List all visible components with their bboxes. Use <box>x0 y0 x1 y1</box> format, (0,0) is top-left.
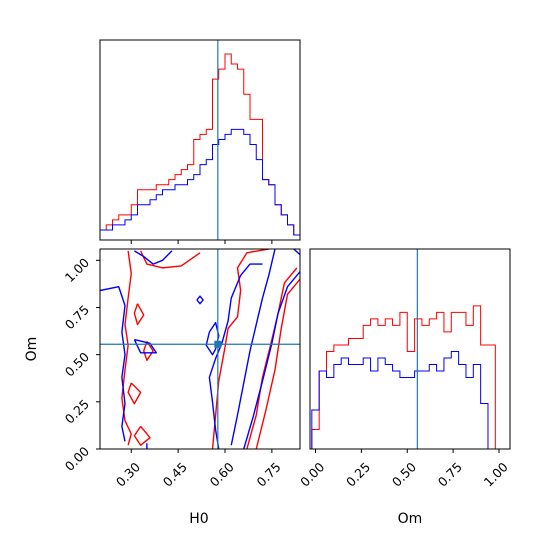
h0-x-tick-label-2: 0.60 <box>207 459 237 489</box>
om-x-tick-label-2: 0.50 <box>389 459 419 489</box>
contour-s0-c4 <box>211 249 269 449</box>
contour-s1-c4 <box>196 295 204 305</box>
contour-s0-c6 <box>255 278 300 449</box>
om-x-tick-label-4: 1.00 <box>481 459 511 489</box>
contour-s0-c2 <box>133 303 145 326</box>
om-x-tick-label-3: 0.75 <box>435 459 465 489</box>
contour-s1-c0 <box>100 286 126 442</box>
contour-s0-c0 <box>121 250 132 446</box>
h0-x-tick-label-1: 0.45 <box>160 459 190 489</box>
h0-hist-series-0 <box>100 53 300 240</box>
om-x-tick-label-0: 0.00 <box>297 459 327 489</box>
om-hist-series-0 <box>311 305 503 449</box>
contour-s1-c2 <box>133 338 157 354</box>
contour-s1-c1 <box>134 250 173 265</box>
h0-marginal-panel <box>99 39 301 244</box>
om-y-tick-label-1: 0.25 <box>62 396 92 426</box>
axis-labels: H0 Om Om <box>24 337 422 527</box>
contour-s0-c5 <box>246 267 298 449</box>
contour-s0-c1 <box>139 250 201 269</box>
contour-s0-c8 <box>133 425 151 446</box>
om-y-tick-label-4: 1.00 <box>62 255 92 285</box>
h0-x-tick-label-0: 0.30 <box>113 459 143 489</box>
contour-s1-c9 <box>293 249 300 256</box>
om-marginal-panel: 0.00 0.25 0.50 0.75 1.00 <box>297 248 511 490</box>
om-x-tick-label-1: 0.25 <box>343 459 373 489</box>
truth-marker <box>214 340 222 348</box>
om-hist-series-1 <box>311 350 503 449</box>
contour-s1-c8 <box>243 271 300 449</box>
x-axis-label-om: Om <box>398 511 423 527</box>
contour-series-group <box>100 249 300 449</box>
om-y-tick-label-0: 0.00 <box>62 443 92 473</box>
om-hist-series-group <box>311 249 503 449</box>
om-marginal-frame <box>309 248 511 450</box>
contour-s1-c7 <box>230 249 276 446</box>
h0-om-contour-panel: 0.30 0.45 0.60 0.75 0.00 0.25 0.50 0.75 1.00 <box>62 248 301 490</box>
y-axis-label-om: Om <box>24 337 40 362</box>
contour-s1-c5 <box>205 321 220 356</box>
x-axis-label-h0: H0 <box>189 511 208 527</box>
contour-s0-c7 <box>127 382 142 405</box>
om-y-tick-label-3: 0.75 <box>62 302 92 332</box>
h0-hist-series-1 <box>100 128 300 240</box>
contour-s1-c6 <box>208 263 263 449</box>
h0-x-tick-label-3: 0.75 <box>253 459 283 489</box>
contour-panel-frame <box>99 248 301 450</box>
om-y-tick-label-2: 0.50 <box>62 349 92 379</box>
h0-marginal-frame <box>99 39 301 241</box>
contour-s0-c3 <box>143 341 154 362</box>
h0-hist-series-group <box>100 40 300 240</box>
